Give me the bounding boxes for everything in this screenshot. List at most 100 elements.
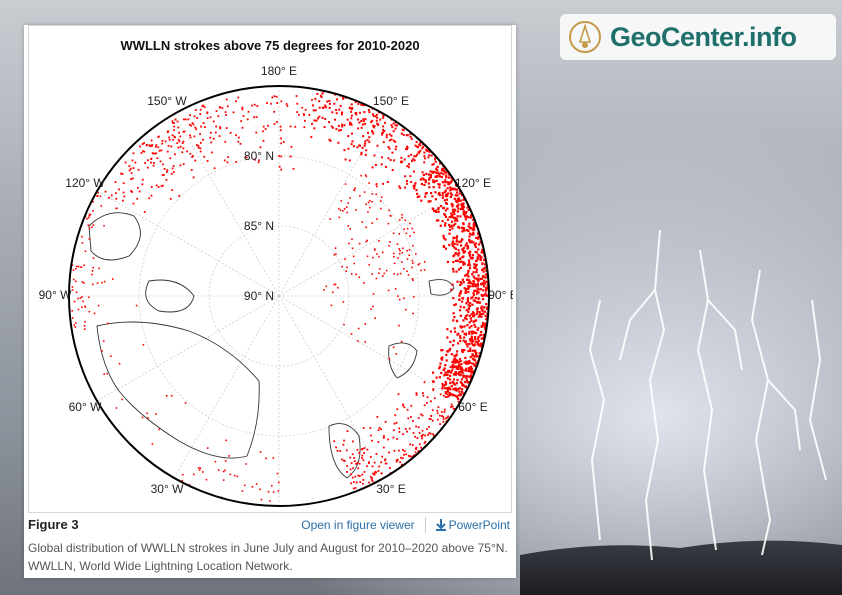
lightning-stroke-dot <box>463 229 466 232</box>
lightning-stroke-dot <box>335 446 337 449</box>
lightning-stroke-dot <box>461 248 464 251</box>
lightning-stroke-dot <box>349 468 352 471</box>
lightning-stroke-dot <box>376 122 379 125</box>
lightning-stroke-dot <box>376 116 379 119</box>
lightning-stroke-dot <box>259 488 261 491</box>
lightning-stroke-dot <box>468 226 472 229</box>
longitude-label: 0° <box>273 512 285 514</box>
coastline <box>145 279 195 313</box>
lightning-stroke-dot <box>172 171 175 173</box>
lightning-stroke-dot <box>389 241 391 243</box>
lightning-stroke-dot <box>450 353 453 356</box>
lightning-stroke-dot <box>442 207 445 210</box>
lightning-stroke-dot <box>346 430 349 433</box>
lightning-stroke-dot <box>361 447 364 450</box>
geocenter-logo[interactable]: GeoCenter.info <box>560 14 836 60</box>
lightning-stroke-dot <box>199 108 202 111</box>
lightning-stroke-dot <box>188 123 191 126</box>
lightning-stroke-dot <box>103 224 105 227</box>
lightning-stroke-dot <box>162 174 165 177</box>
lightning-stroke-dot <box>129 167 132 170</box>
lightning-stroke-dot <box>184 118 187 121</box>
lightning-stroke-dot <box>439 224 442 227</box>
lightning-stroke-dot <box>467 286 470 289</box>
lightning-stroke-dot <box>123 195 126 198</box>
lightning-stroke-dot <box>459 314 462 317</box>
lightning-stroke-dot <box>468 264 472 267</box>
lightning-stroke-dot <box>438 191 441 195</box>
lightning-stroke-dot <box>471 273 474 276</box>
lightning-stroke-dot <box>420 269 422 272</box>
lightning-stroke-dot <box>456 333 459 336</box>
lightning-stroke-dot <box>191 156 194 158</box>
lightning-stroke-dot <box>370 121 373 124</box>
open-in-figure-viewer-link[interactable]: Open in figure viewer <box>301 518 415 532</box>
lightning-stroke-dot <box>406 145 409 148</box>
lightning-stroke-dot <box>453 246 456 249</box>
lightning-stroke-dot <box>473 289 476 293</box>
lightning-stroke-dot <box>140 152 143 154</box>
lightning-stroke-dot <box>452 373 456 376</box>
lightning-stroke-dot <box>429 175 433 179</box>
powerpoint-link[interactable]: PowerPoint <box>435 518 510 532</box>
lightning-stroke-dot <box>97 191 99 194</box>
lightning-stroke-dot <box>233 474 236 477</box>
lightning-stroke-dot <box>366 465 368 468</box>
lightning-stroke-dot <box>427 156 430 159</box>
lightning-stroke-dot <box>456 210 460 213</box>
lightning-stroke-dot <box>428 154 431 157</box>
lightning-stroke-dot <box>137 168 140 171</box>
lightning-stroke-dot <box>471 353 474 357</box>
lightning-stroke-dot <box>482 312 485 315</box>
lightning-stroke-dot <box>435 179 438 182</box>
lightning-stroke-dot <box>433 434 435 437</box>
lightning-stroke-dot <box>451 178 454 181</box>
lightning-stroke-dot <box>285 103 288 105</box>
lightning-stroke-dot <box>450 224 454 227</box>
lightning-stroke-dot <box>419 149 422 152</box>
lightning-stroke-dot <box>445 174 448 177</box>
lightning-stroke-dot <box>202 471 204 473</box>
lightning-stroke-dot <box>355 481 358 484</box>
lightning-stroke-dot <box>474 250 477 254</box>
lightning-stroke-dot <box>77 308 80 311</box>
lightning-stroke-dot <box>80 266 83 269</box>
lightning-stroke-dot <box>395 460 398 463</box>
lightning-stroke-dot <box>146 412 148 415</box>
lightning-stroke-dot <box>204 126 206 129</box>
lightning-stroke-dot <box>444 380 447 384</box>
lightning-stroke-dot <box>469 285 472 288</box>
lightning-stroke-dot <box>444 396 447 398</box>
lightning-stroke-dot <box>468 267 472 270</box>
lightning-stroke-dot <box>365 149 368 152</box>
lightning-stroke-dot <box>262 125 265 128</box>
lightning-stroke-dot <box>476 310 479 313</box>
lightning-stroke-dot <box>108 196 110 199</box>
meridian-line <box>278 190 462 297</box>
lightning-stroke-dot <box>363 191 366 193</box>
lightning-stroke-dot <box>328 138 331 141</box>
lightning-stroke-dot <box>206 447 209 449</box>
lightning-stroke-dot <box>424 179 427 182</box>
lightning-stroke-dot <box>480 330 483 334</box>
lightning-stroke-dot <box>351 107 354 110</box>
lightning-stroke-dot <box>446 393 449 396</box>
lightning-stroke-dot <box>425 172 428 175</box>
lightning-stroke-dot <box>459 365 462 369</box>
lightning-stroke-dot <box>446 395 448 398</box>
lightning-stroke-dot <box>447 369 450 373</box>
lightning-stroke-dot <box>225 98 228 101</box>
lightning-stroke-dot <box>262 139 265 142</box>
lightning-stroke-dot <box>137 186 139 189</box>
lightning-stroke-dot <box>350 103 353 106</box>
lightning-stroke-dot <box>214 131 217 134</box>
lightning-stroke-dot <box>364 341 367 343</box>
lightning-stroke-dot <box>374 317 376 320</box>
lightning-stroke-dot <box>370 476 372 478</box>
lightning-stroke-dot <box>124 161 127 164</box>
lightning-stroke-dot <box>442 237 446 240</box>
lightning-stroke-dot <box>376 415 379 418</box>
lightning-stroke-dot <box>303 126 306 129</box>
lightning-stroke-dot <box>277 490 280 492</box>
lightning-stroke-dot <box>265 457 267 460</box>
